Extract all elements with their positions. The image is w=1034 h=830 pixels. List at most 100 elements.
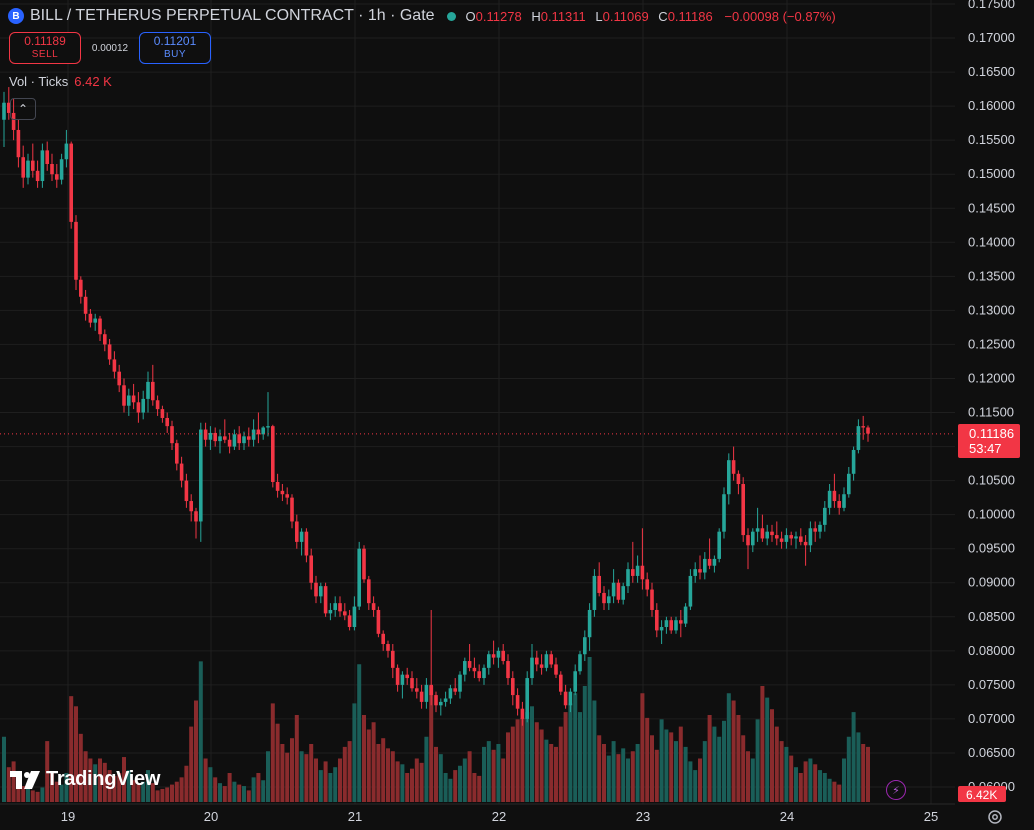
volume-bar [280, 744, 285, 802]
bolt-icon[interactable]: ⚡ [886, 780, 906, 800]
volume-bar [107, 770, 112, 802]
volume-bar [270, 703, 275, 802]
tradingview-logo[interactable]: TradingView [10, 768, 160, 791]
candle-body [866, 427, 870, 434]
volume-bar [491, 749, 496, 802]
volume-bar [784, 746, 789, 802]
candle-body [79, 279, 83, 297]
high-label: H [531, 8, 541, 24]
candle-body [261, 427, 265, 435]
candle-body [861, 426, 865, 428]
volume-bar [506, 732, 510, 802]
candle-body [611, 582, 616, 597]
volume-bar [616, 754, 621, 802]
volume-bar [688, 761, 693, 802]
volume-bar [822, 773, 827, 802]
candle-body [16, 129, 21, 158]
volume-bar [328, 773, 333, 802]
volume-bar [856, 732, 861, 802]
candle-body [722, 494, 726, 532]
candle-body [189, 501, 193, 512]
candle-body [242, 436, 246, 444]
candle-body [50, 164, 54, 175]
buy-button[interactable]: 0.11201 BUY [139, 32, 211, 64]
tradingview-logo-icon [10, 770, 40, 789]
candle-body [443, 698, 448, 702]
candle-body [371, 603, 376, 610]
volume-bar [174, 781, 179, 802]
candle-body [799, 536, 803, 542]
volume-bar [587, 657, 592, 802]
high-value: 0.11311 [540, 8, 586, 24]
candle-body [208, 432, 213, 440]
close-label: C [658, 8, 668, 24]
candle-body [736, 473, 741, 485]
time-tick-label: 19 [61, 809, 75, 824]
volume-bar [702, 741, 707, 802]
candle-body [770, 531, 774, 536]
candle-body [266, 426, 270, 428]
volume-bar [155, 790, 160, 802]
sell-label: SELL [31, 49, 59, 60]
candle-body [832, 490, 837, 502]
sell-button[interactable]: 0.11189 SELL [9, 32, 81, 64]
candle-body [703, 558, 707, 573]
candle-body [429, 684, 433, 696]
volume-bar [141, 781, 146, 802]
candle-body [127, 395, 131, 406]
symbol-legend[interactable]: B BILL / TETHERUS PERPETUAL CONTRACT · 1… [8, 6, 836, 26]
symbol-title[interactable]: BILL / TETHERUS PERPETUAL CONTRACT · 1h … [30, 7, 435, 24]
candle-body [2, 102, 6, 120]
candle-body [131, 395, 136, 403]
volume-bar [630, 751, 635, 802]
candle-body [256, 429, 261, 435]
last-price-label: 0.11186 53:47 [958, 424, 1020, 458]
candle-body [175, 443, 179, 464]
ohlc-values: O0.11278 H0.11311 L0.11069 C0.11186 −0.0… [466, 9, 836, 24]
gear-icon[interactable] [986, 808, 1004, 826]
volume-bar [179, 777, 184, 802]
volume-bar [285, 752, 290, 802]
volume-bar [165, 787, 170, 802]
volume-bar [558, 726, 563, 802]
volume-bar [654, 749, 659, 802]
volume-bar [861, 744, 866, 802]
volume-bar [83, 751, 88, 802]
volume-bar [486, 741, 491, 802]
volume-bar [818, 770, 822, 802]
time-tick-label: 25 [924, 809, 938, 824]
candle-body [592, 575, 597, 610]
candle-body [626, 569, 630, 587]
candle-body [511, 678, 515, 696]
candle-body [664, 620, 669, 627]
volume-bar [582, 686, 587, 802]
volume-bar [275, 723, 280, 802]
candle-body [45, 150, 49, 165]
candle-body [117, 371, 121, 386]
volume-bar [573, 693, 578, 802]
volume-bar [390, 751, 395, 802]
candle-body [165, 417, 169, 427]
candle-body [26, 160, 30, 178]
candle-body [751, 531, 755, 546]
candle-body [434, 695, 438, 706]
candle-body [333, 603, 337, 610]
candle-body [784, 535, 789, 542]
candle-body [487, 654, 491, 668]
volume-bar [515, 719, 520, 802]
volume-bar [246, 790, 251, 802]
volume-legend[interactable]: Vol · Ticks 6.42 K [9, 74, 112, 89]
candle-body [803, 541, 808, 546]
volume-bar [290, 738, 294, 802]
candle-body [40, 150, 45, 182]
price-tick-label: 0.14500 [968, 200, 1015, 215]
candle-body [271, 426, 275, 482]
volume-legend-value: 6.42 K [74, 74, 112, 89]
candle-body [525, 678, 529, 719]
candle-body [856, 426, 861, 450]
collapse-legend-button[interactable]: ⌃ [10, 98, 36, 120]
volume-bar [45, 741, 50, 802]
volume-bar [827, 778, 832, 802]
volume-bar [198, 661, 203, 802]
